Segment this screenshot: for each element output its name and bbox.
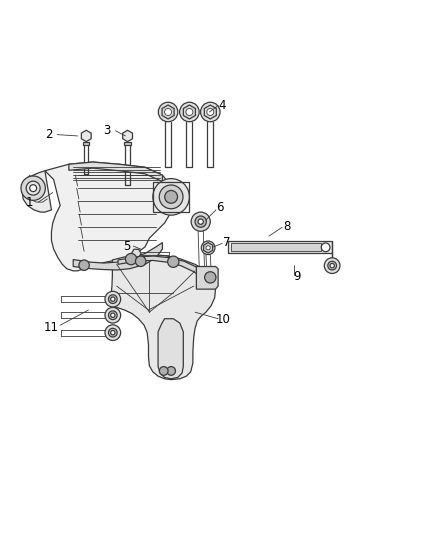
Circle shape [109,328,117,337]
Polygon shape [231,244,321,251]
Polygon shape [111,254,215,379]
Circle shape [111,313,115,318]
Circle shape [180,102,199,122]
Circle shape [159,367,168,375]
Polygon shape [83,142,89,145]
Circle shape [167,367,176,375]
Text: 9: 9 [293,270,301,282]
Circle shape [21,176,46,200]
Circle shape [201,241,215,255]
Polygon shape [158,319,184,379]
Circle shape [109,311,117,320]
Polygon shape [124,142,131,145]
Text: 11: 11 [44,321,59,334]
Polygon shape [73,243,162,270]
Circle shape [125,254,137,265]
Polygon shape [81,130,91,142]
Circle shape [105,325,120,341]
Circle shape [191,212,210,231]
Text: 1: 1 [26,196,33,208]
Circle shape [79,260,89,270]
Circle shape [30,184,37,192]
Circle shape [205,272,216,283]
Circle shape [168,256,179,268]
Polygon shape [118,256,212,286]
Circle shape [111,297,115,301]
Polygon shape [204,243,212,253]
Text: 5: 5 [123,239,131,253]
Circle shape [165,190,177,203]
Circle shape [135,256,146,266]
Polygon shape [131,249,141,257]
Polygon shape [69,162,162,182]
Circle shape [158,102,178,122]
Circle shape [109,295,117,303]
Circle shape [201,102,220,122]
Text: 4: 4 [219,99,226,112]
Circle shape [207,109,214,116]
Text: 10: 10 [216,313,231,326]
Circle shape [206,246,210,250]
Circle shape [159,185,183,209]
Circle shape [153,179,189,215]
Text: 7: 7 [223,236,230,249]
Circle shape [198,219,203,224]
Text: 6: 6 [216,201,224,214]
Polygon shape [228,241,332,254]
Text: 8: 8 [284,220,291,233]
Polygon shape [45,162,173,271]
Circle shape [111,330,115,335]
Polygon shape [184,105,195,119]
Circle shape [195,216,206,228]
Circle shape [26,181,40,195]
Polygon shape [162,105,174,119]
Text: 2: 2 [45,128,52,141]
Circle shape [186,109,193,116]
Polygon shape [22,171,51,212]
Circle shape [330,263,334,268]
Polygon shape [123,130,133,142]
Circle shape [321,243,330,252]
Circle shape [328,261,336,270]
Text: 3: 3 [103,124,110,137]
Circle shape [165,109,172,116]
Polygon shape [196,266,218,289]
Circle shape [324,258,340,273]
Circle shape [105,308,120,323]
Circle shape [105,292,120,307]
Polygon shape [204,105,216,119]
